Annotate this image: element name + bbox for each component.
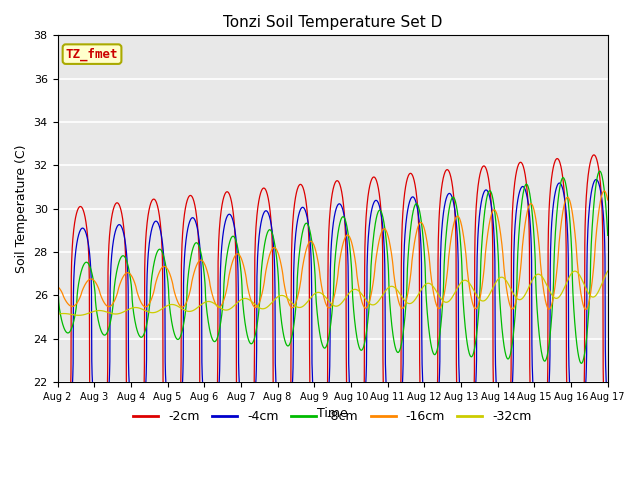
-16cm [600,188,608,194]
-2cm [281,444,289,450]
-32cm [278,292,286,298]
Text: TZ_fmet: TZ_fmet [66,48,118,61]
Line: -2cm: -2cm [58,155,608,456]
-2cm [260,185,268,191]
X-axis label: Time: Time [317,408,348,420]
-2cm [604,443,612,448]
-2cm [171,442,179,448]
-2cm [429,441,437,446]
-16cm [171,291,179,297]
-16cm [582,307,589,312]
-4cm [281,425,289,431]
-8cm [278,323,286,328]
-4cm [260,211,268,217]
-8cm [596,168,604,174]
-4cm [574,429,582,434]
-8cm [54,286,61,292]
-16cm [260,285,268,290]
-16cm [278,266,286,272]
-4cm [429,425,437,431]
-32cm [75,312,83,318]
Line: -8cm: -8cm [58,171,608,363]
-4cm [54,402,61,408]
-16cm [85,277,93,283]
-2cm [590,152,598,158]
-8cm [260,250,268,255]
-32cm [260,306,268,312]
-32cm [429,284,437,289]
Legend: -2cm, -4cm, -8cm, -16cm, -32cm: -2cm, -4cm, -8cm, -16cm, -32cm [129,405,537,428]
-2cm [54,435,61,441]
-4cm [592,177,600,182]
-4cm [85,246,93,252]
-32cm [172,302,179,308]
Line: -4cm: -4cm [58,180,608,432]
-4cm [171,424,179,430]
-8cm [171,333,179,338]
Title: Tonzi Soil Temperature Set D: Tonzi Soil Temperature Set D [223,15,442,30]
Line: -32cm: -32cm [58,271,608,315]
-16cm [429,288,437,293]
-32cm [281,294,289,300]
-8cm [281,337,289,343]
-2cm [85,262,93,267]
-8cm [604,232,612,238]
-8cm [578,360,586,366]
-4cm [278,423,286,429]
-16cm [281,285,289,290]
-2cm [572,454,579,459]
-4cm [604,402,612,408]
-8cm [429,350,437,356]
-32cm [54,311,61,317]
-32cm [604,268,612,274]
-16cm [604,197,612,203]
-32cm [86,310,93,316]
-2cm [278,448,286,454]
-16cm [54,284,61,289]
Line: -16cm: -16cm [58,191,608,310]
Y-axis label: Soil Temperature (C): Soil Temperature (C) [15,144,28,273]
-8cm [85,262,93,267]
